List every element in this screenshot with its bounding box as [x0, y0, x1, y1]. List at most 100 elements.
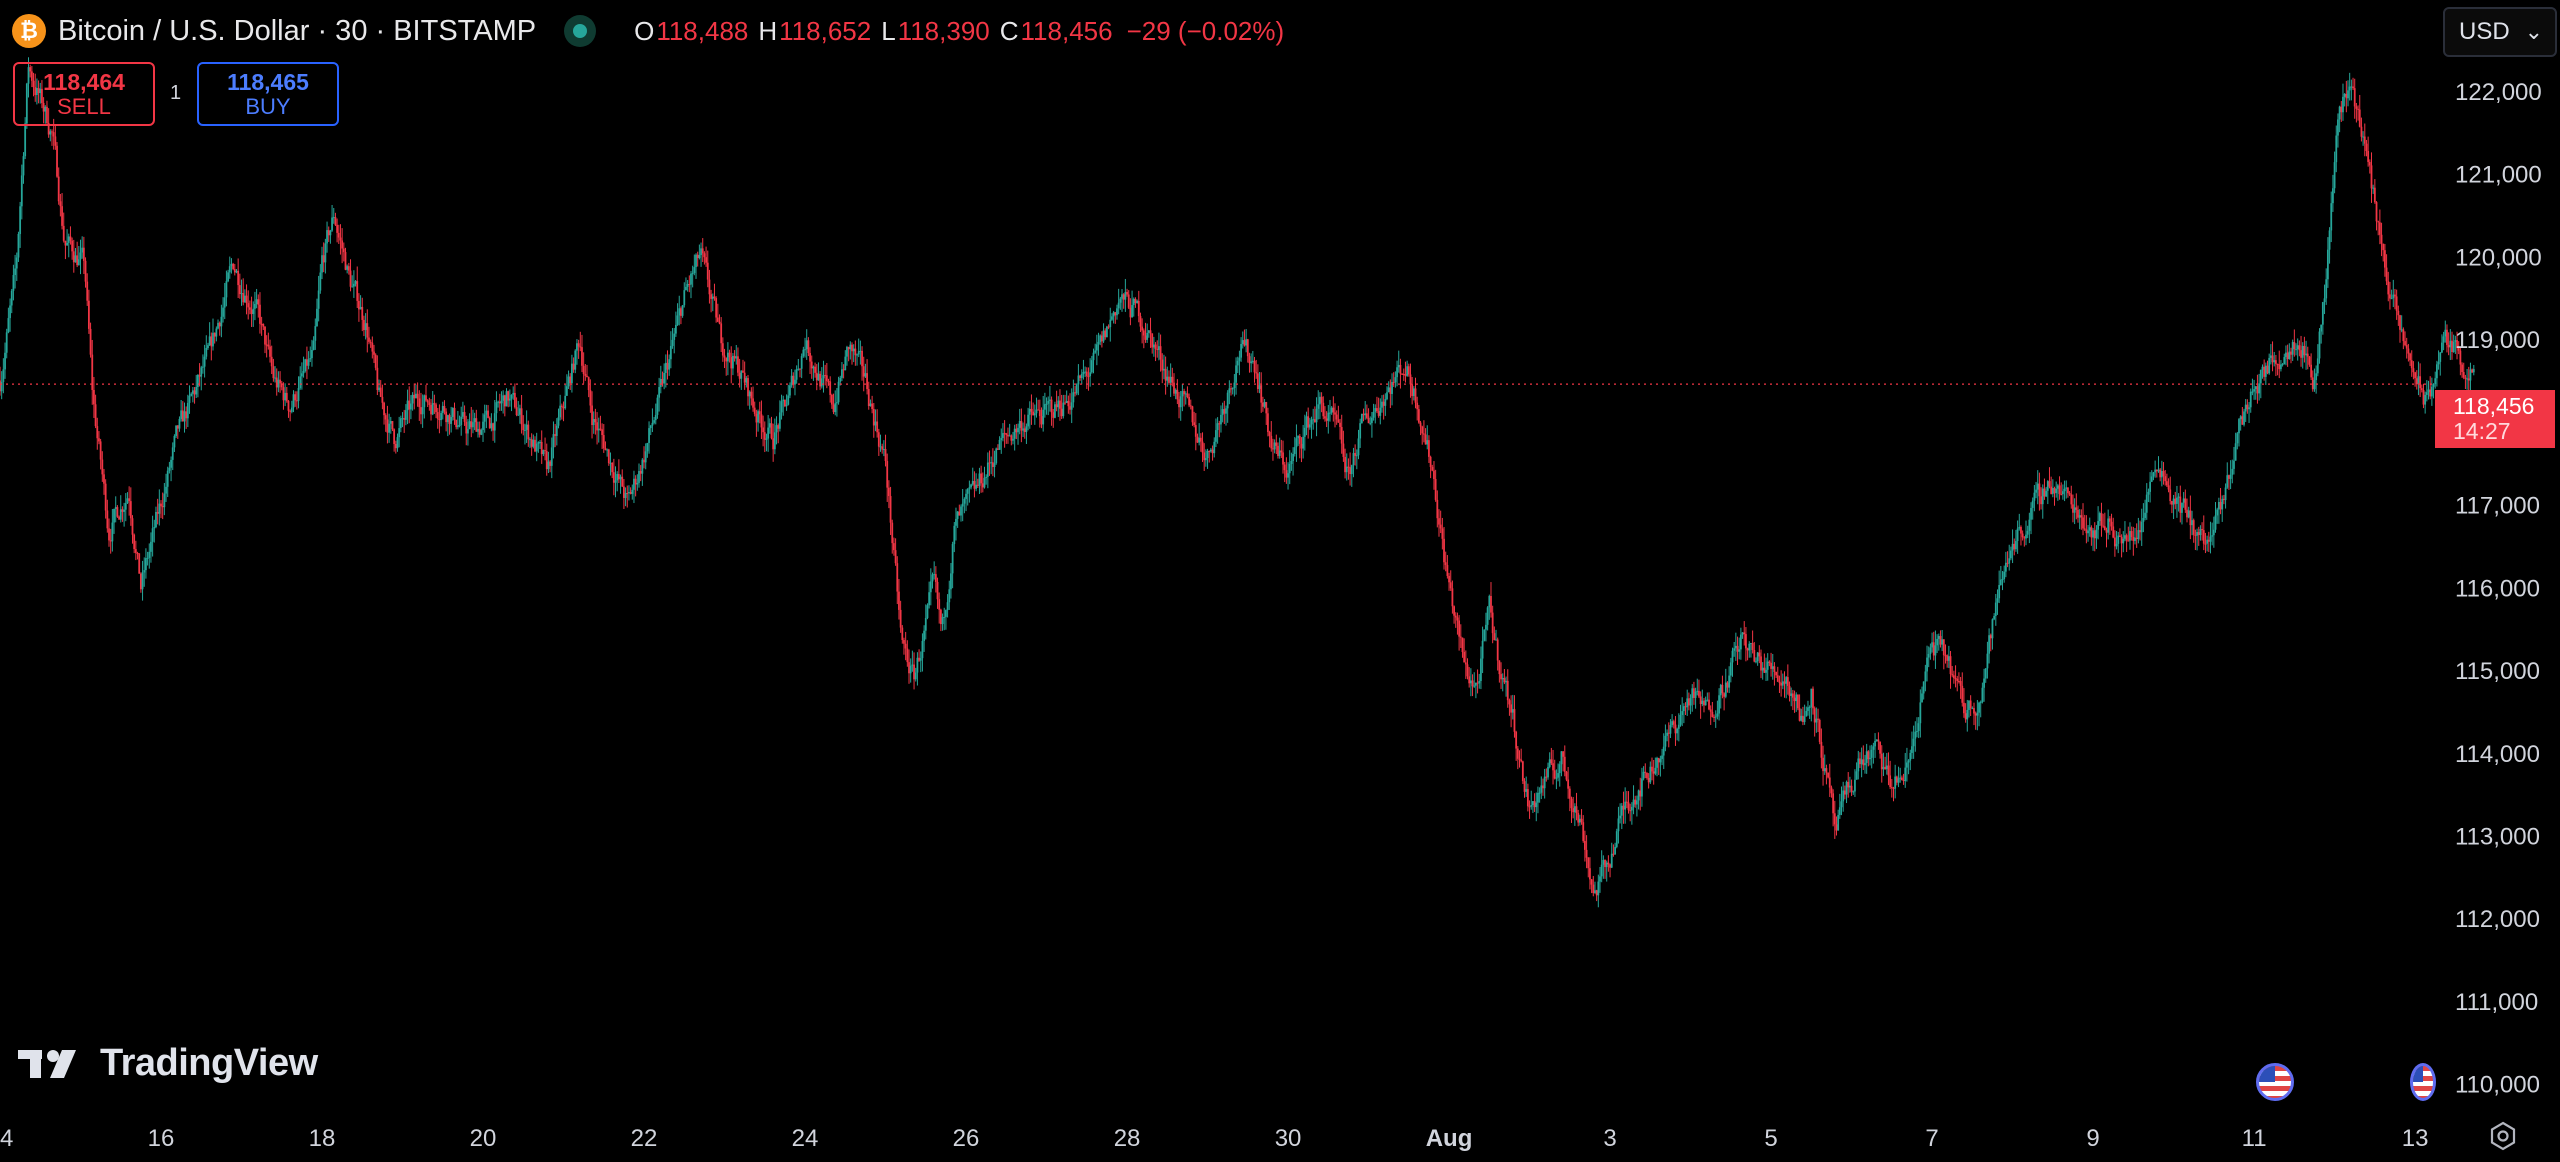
buy-button[interactable]: 118,465 BUY [197, 62, 339, 126]
sell-label: SELL [57, 93, 111, 119]
candle-body [67, 236, 70, 243]
sell-button[interactable]: 118,464 SELL [13, 62, 155, 126]
candle-body [2427, 389, 2430, 393]
candle-body [2447, 344, 2450, 348]
candle-body [1614, 846, 1616, 855]
settings-icon[interactable] [2487, 1120, 2519, 1152]
candle-body [1345, 466, 1348, 473]
candle-body [1043, 404, 1046, 410]
candle-body [1085, 371, 1088, 377]
candle-body [577, 343, 580, 347]
tradingview-logo[interactable]: TradingView [18, 1042, 318, 1085]
candle-body [2061, 491, 2064, 495]
candle-body [938, 599, 941, 610]
candle-body [1595, 890, 1598, 896]
candle-body [716, 317, 719, 322]
candle-body [1389, 387, 1392, 394]
candle-body [371, 342, 374, 352]
time-axis[interactable]: 141618202224262830Aug35791113 [0, 1125, 2428, 1152]
candle-body [1572, 808, 1575, 813]
candle-body [1664, 735, 1667, 747]
symbol-header: ₿ Bitcoin / U.S. Dollar · 30 · BITSTAMP … [12, 8, 1284, 54]
candle-body [2300, 350, 2302, 358]
candle-body [1365, 413, 1368, 418]
candle-body [1604, 860, 1606, 868]
time-axis-label: 22 [631, 1125, 658, 1152]
candle-body [269, 346, 271, 357]
candle-body [165, 486, 167, 494]
candle-body [991, 462, 994, 468]
candle-body [1446, 564, 1449, 576]
candle-body [410, 403, 412, 410]
candle-body [732, 355, 734, 369]
candle-body [1428, 440, 1430, 457]
candle-body [463, 412, 466, 422]
candle-body [228, 266, 231, 273]
candle-body [2358, 109, 2361, 127]
candle-body [832, 404, 835, 413]
candle-body [1538, 792, 1541, 794]
candle-body [404, 410, 407, 420]
candle-body [1012, 438, 1014, 441]
candle-body [2422, 390, 2425, 405]
candle-body [106, 510, 109, 529]
candle-body [1706, 699, 1709, 701]
candle-body [2400, 329, 2403, 331]
candle-body [5, 332, 8, 353]
candle-body [856, 354, 858, 356]
candle-body [835, 402, 838, 404]
candle-body [2335, 135, 2338, 163]
candle-body [2258, 383, 2261, 394]
currency-select[interactable]: USD ⌄ [2443, 7, 2557, 57]
candle-body [1894, 776, 1897, 789]
candle-body [738, 372, 741, 379]
candle-body [995, 448, 998, 464]
candle-body [2348, 86, 2351, 91]
candle-body [155, 511, 157, 528]
candle-body [2345, 93, 2348, 99]
candle-body [1151, 333, 1154, 348]
candle-body [435, 404, 437, 413]
candle-body [337, 232, 340, 238]
candle-body [2357, 108, 2359, 110]
price-axis[interactable]: 110,000111,000112,000113,000114,000115,0… [2455, 79, 2542, 1099]
candle-body [205, 348, 208, 357]
candle-body [1226, 392, 1229, 409]
candle-body [626, 492, 629, 494]
candle-body [1959, 681, 1962, 686]
candle-body [151, 528, 154, 542]
candle-body [1570, 798, 1573, 809]
candle-body [1942, 639, 1945, 656]
candle-body [2025, 534, 2027, 539]
candle-body [1854, 779, 1856, 792]
candle-body [1283, 464, 1286, 471]
candle-body [1837, 814, 1840, 831]
market-status-icon[interactable] [564, 15, 597, 47]
candle-body [1518, 758, 1521, 760]
candle-body [758, 411, 761, 415]
candle-body [1642, 771, 1645, 779]
symbol-title[interactable]: Bitcoin / U.S. Dollar · 30 · BITSTAMP [58, 14, 537, 47]
candle-body [825, 375, 828, 382]
candle-body [1161, 359, 1164, 371]
candle-body [1746, 648, 1749, 651]
candle-body [2316, 358, 2319, 374]
candle-body [1751, 643, 1754, 651]
us-flag-event-icon[interactable] [2256, 1063, 2294, 1101]
candle-body [223, 297, 226, 308]
candle-body [1449, 582, 1452, 589]
candle-body [1008, 435, 1011, 437]
candle-body [2204, 543, 2207, 545]
candle-body [1741, 632, 1744, 635]
candle-body [1553, 770, 1556, 779]
candle-body [1890, 787, 1893, 789]
candle-body [544, 450, 546, 452]
candle-body [2306, 353, 2309, 357]
candle-body [450, 417, 453, 424]
candle-body [768, 423, 771, 428]
candle-body [829, 381, 832, 395]
us-flag-event-icon[interactable] [2410, 1063, 2436, 1101]
candle-body [1060, 408, 1063, 417]
candle-body [2182, 498, 2185, 503]
